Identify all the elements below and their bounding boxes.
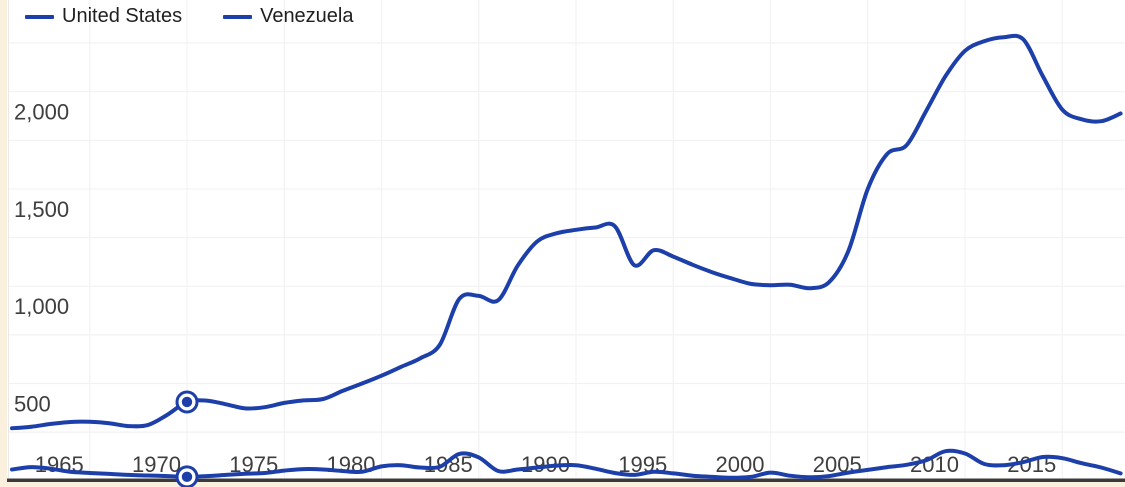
selected-point-united-states[interactable] [181, 396, 193, 408]
x-axis-label: 2000 [716, 452, 765, 477]
y-axis-label: 1,000 [14, 294, 69, 319]
x-axis-line-highlight [7, 478, 1125, 479]
frame-bottom [0, 482, 1125, 487]
frame-left [0, 0, 7, 487]
x-axis-label: 1985 [424, 452, 473, 477]
y-axis-label: 1,500 [14, 197, 69, 222]
x-axis-label: 1970 [132, 452, 181, 477]
y-axis-label: 500 [14, 391, 51, 416]
selected-point-venezuela[interactable] [181, 471, 193, 483]
legend-label-venezuela: Venezuela [260, 5, 354, 27]
series-line-united-states[interactable] [10, 33, 1123, 431]
legend-line-swatch-united-states [25, 14, 54, 19]
legend-item-venezuela[interactable]: Venezuela [223, 5, 354, 28]
y-axis-label: 2,000 [14, 100, 69, 125]
legend-item-united-states[interactable]: United States [25, 5, 182, 28]
legend-label-united-states: United States [62, 5, 183, 27]
x-axis-line [7, 479, 1125, 482]
legend-line-swatch-venezuela [223, 14, 253, 19]
chart-legend: United States Venezuela [25, 5, 395, 28]
